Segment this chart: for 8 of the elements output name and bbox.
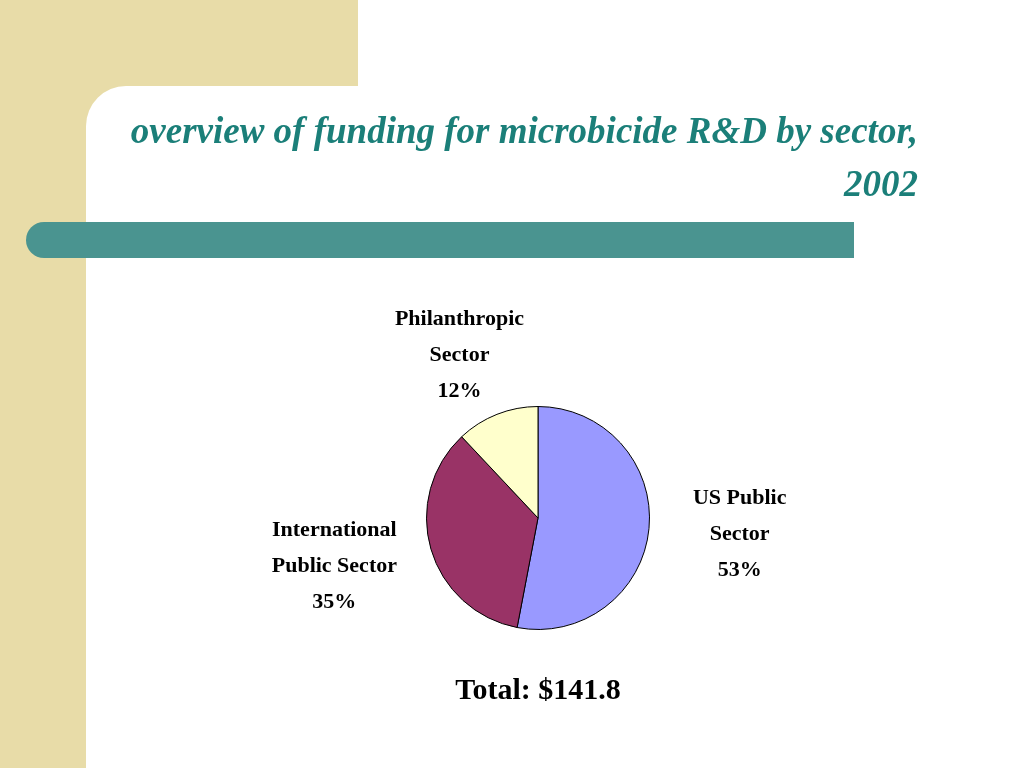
chart-title: overview of funding for microbicide R&D by sector, 2002 bbox=[129, 109, 918, 206]
slice-label: Philanthropic Sector bbox=[394, 305, 525, 367]
data-label: 35% bbox=[312, 588, 357, 614]
slice-label: US Public Sector bbox=[692, 484, 787, 546]
slice-label: International Public Sector bbox=[271, 516, 398, 578]
data-label: 53% bbox=[717, 556, 762, 582]
text: Total: $141.8 bbox=[454, 672, 622, 706]
data-label: 12% bbox=[437, 377, 482, 403]
